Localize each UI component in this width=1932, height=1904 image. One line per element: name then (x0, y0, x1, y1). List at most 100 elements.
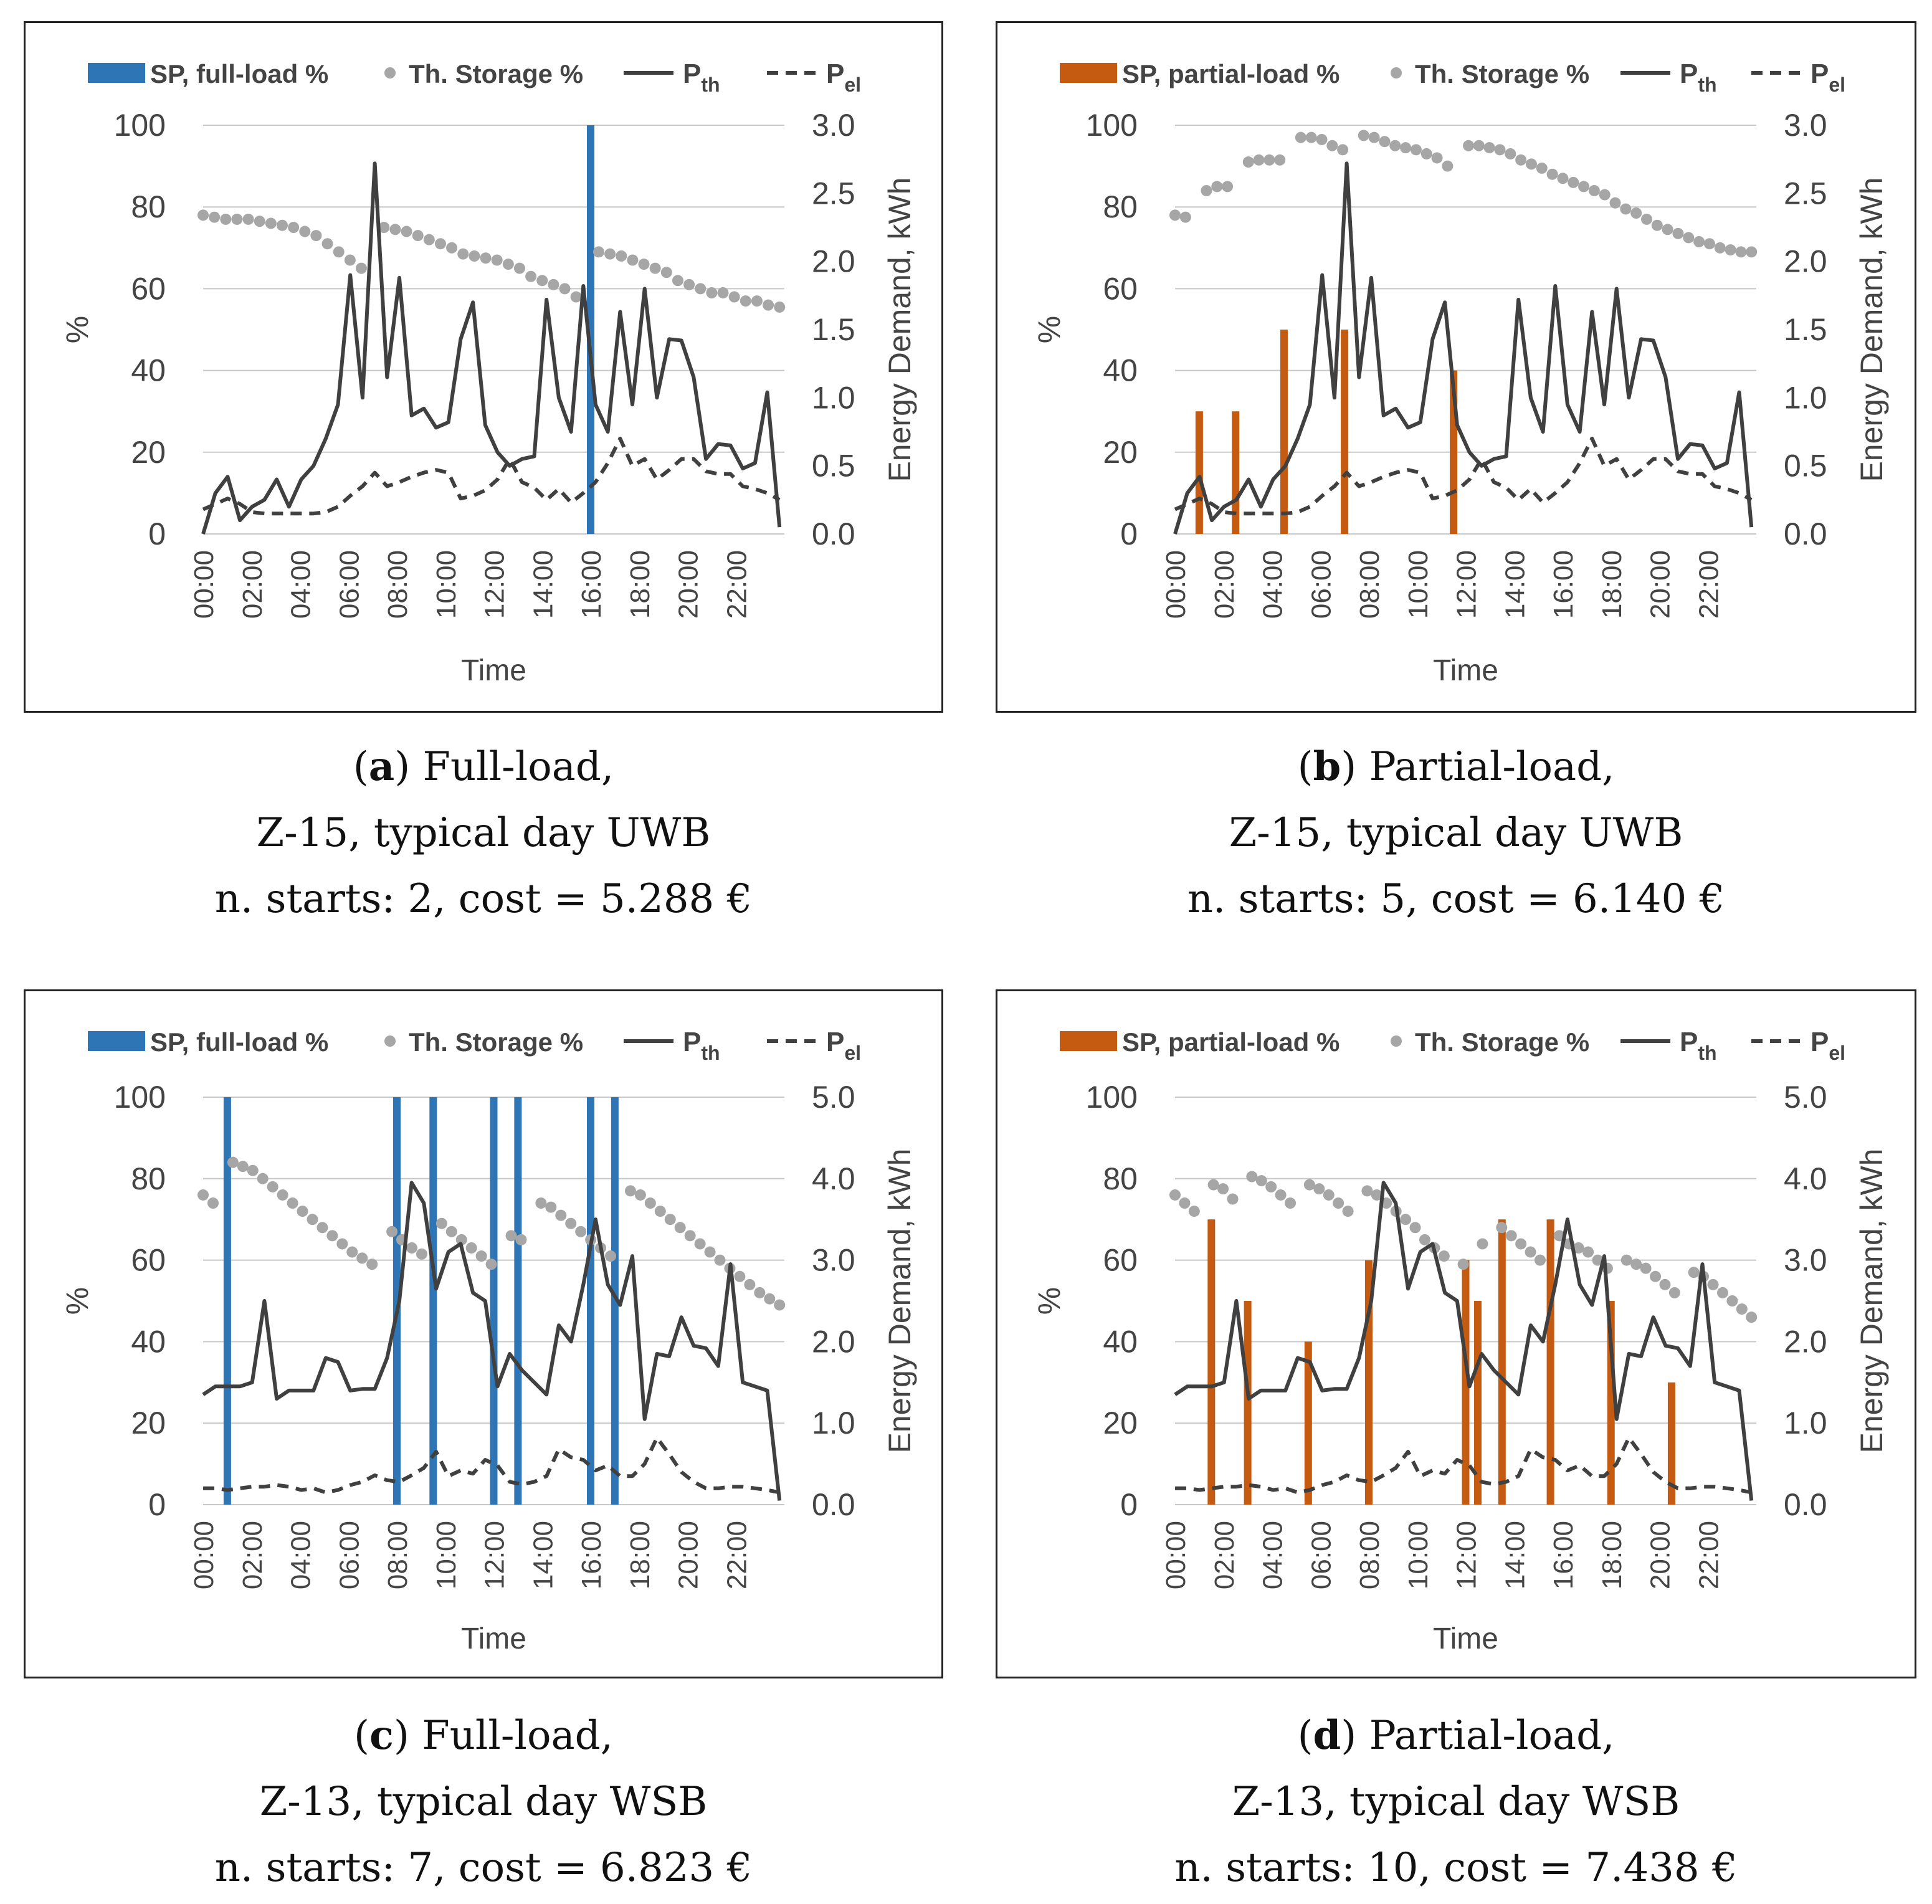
chart-frame-a: 0 20 40 60 80 100 0.0 0.5 1.0 1.5 2.0 2.5 3.0 00:00 02… (24, 21, 943, 713)
storage-point (1222, 181, 1234, 193)
storage-point (1295, 131, 1306, 143)
sp-bar (514, 1097, 522, 1505)
pth-series-line (202, 1181, 782, 1501)
x-tick-label: 00:00 (1161, 1521, 1191, 1589)
caption-a-title: Full-load, (410, 744, 614, 790)
x-tick-label: 22:00 (1693, 1521, 1724, 1589)
storage-point (1630, 207, 1642, 219)
x-tick-label: 10:00 (1403, 550, 1434, 619)
x-axis-label: Time (461, 1622, 526, 1655)
storage-point (1303, 1179, 1315, 1191)
storage-point (684, 1230, 696, 1242)
storage-point (1410, 144, 1422, 156)
storage-point (1263, 154, 1275, 166)
y-right-tick-label: 0.0 (1784, 516, 1827, 551)
storage-point (1227, 1193, 1239, 1205)
storage-point (242, 213, 254, 225)
sp-bar (1207, 1219, 1216, 1505)
storage-point (575, 1226, 587, 1237)
storage-point (1505, 148, 1516, 159)
storage-point (1242, 156, 1254, 168)
x-tick-label: 14:00 (1500, 1521, 1530, 1589)
legend-storage-label: Th. Storage % (1415, 1027, 1589, 1057)
x-tick-label: 18:00 (625, 1521, 655, 1589)
storage-point (525, 270, 537, 282)
storage-point (445, 1226, 457, 1237)
storage-point (1409, 1222, 1421, 1234)
storage-point (638, 259, 650, 270)
storage-point (649, 262, 661, 274)
y-right-tick-label: 4.0 (812, 1161, 855, 1196)
caption-a-letter: a (368, 743, 395, 790)
storage-point (763, 299, 774, 311)
storage-point (297, 1206, 308, 1217)
y-right-tick-label: 0.5 (812, 449, 855, 483)
storage-point (559, 283, 571, 295)
storage-point (321, 238, 333, 250)
legend-pth-label: Pth (683, 1027, 720, 1064)
legend-pel-sub: el (1829, 74, 1845, 96)
storage-point (744, 1278, 756, 1290)
storage-point (644, 1197, 656, 1209)
storage-point (513, 262, 525, 274)
storage-point (220, 213, 232, 225)
y-right-axis-label: Energy Demand, kWh (882, 177, 917, 482)
y-left-axis-label: % (1032, 316, 1067, 343)
chart-svg-d: 0 20 40 60 80 100 0.0 1.0 2.0 3.0 4.0 5.0 00:00 02:00… (1032, 1027, 1889, 1655)
pel-series-line (203, 1435, 780, 1495)
storage-point (1707, 1278, 1719, 1290)
storage-point (1457, 1259, 1469, 1270)
x-tick-label: 12:00 (480, 550, 510, 619)
sp-bar (223, 1097, 231, 1505)
storage-point (754, 1287, 766, 1298)
storage-point (1217, 1183, 1229, 1195)
y-right-tick-label: 3.0 (1784, 108, 1827, 143)
legend-pth-sub: th (1698, 1042, 1716, 1064)
storage-point (592, 246, 604, 258)
sp-bar (587, 125, 594, 534)
storage-point (333, 246, 345, 258)
storage-point (209, 211, 221, 223)
storage-point (1640, 1262, 1652, 1274)
storage-point (1505, 1230, 1517, 1242)
legend-pel-main: P (826, 59, 844, 89)
storage-point (267, 1181, 278, 1192)
storage-point (1620, 1254, 1632, 1266)
storage-point (386, 1226, 398, 1237)
storage-point (605, 1250, 617, 1262)
x-tick-label: 00:00 (1161, 550, 1191, 619)
storage-point (1483, 142, 1495, 154)
chart-svg-b: 0 20 40 60 80 100 0.0 0.5 1.0 1.5 2.0 2.5 3.0 00:00 02… (1032, 59, 1889, 687)
legend-storage-label: Th. Storage % (409, 59, 583, 88)
x-tick-label: 20:00 (1645, 1521, 1676, 1589)
storage-point (1568, 176, 1579, 188)
x-tick-label: 12:00 (1452, 550, 1482, 619)
caption-c-line1: (c) Full-load, (354, 1712, 613, 1759)
storage-point (336, 1238, 348, 1250)
storage-point (1662, 224, 1673, 236)
x-tick-label: 20:00 (673, 550, 704, 619)
legend-pel-label: Pel (826, 59, 861, 96)
y-right-tick-label: 1.0 (1784, 380, 1827, 415)
storage-point (694, 1238, 706, 1250)
y-left-tick-label: 60 (131, 1243, 166, 1278)
storage-point (751, 295, 763, 307)
x-axis-label: Time (1433, 654, 1498, 687)
caption-b-line2: Z-15, typical day UWB (1229, 810, 1683, 856)
storage-point (1265, 1181, 1277, 1192)
storage-point (276, 219, 288, 231)
x-tick-label: 04:00 (1258, 550, 1288, 619)
storage-point (555, 1209, 567, 1221)
storage-point (624, 1185, 636, 1197)
storage-point (1641, 213, 1653, 225)
caption-d-letter: d (1313, 1712, 1341, 1759)
x-tick-label: 06:00 (1306, 1521, 1336, 1589)
x-tick-label: 00:00 (189, 1521, 219, 1589)
storage-point (231, 213, 243, 225)
x-tick-label: 08:00 (1354, 550, 1385, 619)
storage-point (1557, 173, 1569, 184)
storage-point (1389, 140, 1401, 151)
storage-point (664, 1214, 676, 1226)
x-tick-label: 04:00 (1258, 1521, 1288, 1589)
storage-point (1285, 1197, 1297, 1209)
